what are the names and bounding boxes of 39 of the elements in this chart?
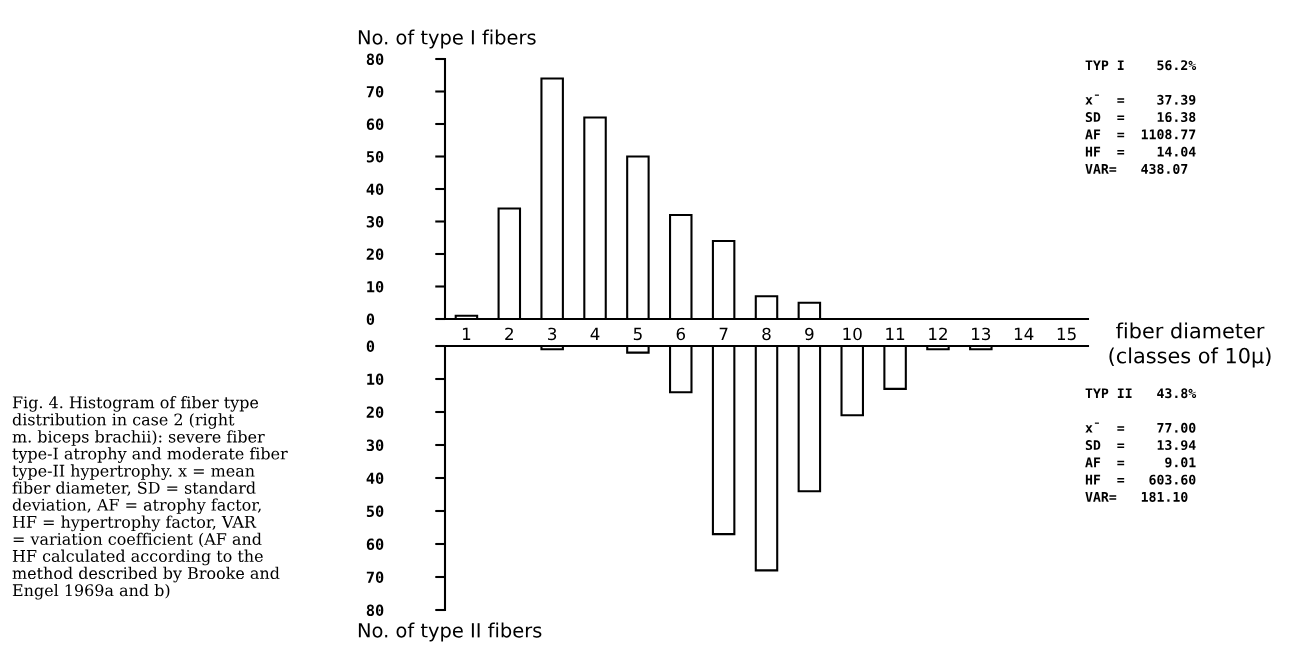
x-tick-label: 9 [805,327,814,341]
y-tick-label: 30 [366,215,384,228]
x-tick-label: 5 [633,327,642,341]
y-tick-label: 60 [366,118,384,131]
y-tick-label: 70 [366,85,384,98]
y-tick-label: 60 [366,538,384,551]
x-tick-label: 4 [590,327,600,340]
x-tick-label: 6 [676,327,686,341]
y-tick-label: 0 [366,313,375,326]
y-tick-label: 20 [366,406,384,419]
y-tick-label: 10 [367,280,384,293]
x-tick-label: 1 [462,327,471,340]
text: Fig. 4. Histogram of fiber type distribution in case 2 (right m. biceps brachii): severe fiber type-I atrophy and moderate fiber type-II hypertrophy. x = mean fiber diameter, SD = standard deviation, AF = atrophy factor, HF = hypertrophy factor, VAR = variation coefficient (AF and HF calculated according to the method described by Brooke and Engel 1969a and b) [12,396,288,600]
text: TYP I 56.2% x̄ = 37.39 SD = 16.38 AF = 1108.77 HF = 14.04 VAR= 438.07 [1085,60,1197,174]
x-tick-label: 2 [505,327,513,340]
y-tick-label: 10 [367,373,384,386]
x-tick-label: 11 [886,327,905,340]
y-axis-title: No. of type I fibers [358,29,536,49]
x-tick-label: 10 [843,327,862,341]
y-tick-label: 50 [366,150,384,163]
x-tick-label: 14 [1014,327,1034,340]
y-axis-title: No. of type II fibers [358,622,542,642]
x-tick-label: 12 [929,327,947,340]
y-tick-label: 40 [366,472,384,485]
x-axis-title: fiber diameter (classes of 10μ) [1109,322,1271,368]
y-tick-label: 30 [366,439,384,452]
y-tick-label: 50 [366,505,384,518]
x-tick-label: 15 [1057,327,1076,341]
text: TYP II 43.8% x̄ = 77.00 SD = 13.94 AF = 9.01 HF = 603.60 VAR= 181.10 [1085,388,1197,502]
x-tick-label: 3 [548,327,557,341]
y-tick-label: 0 [366,340,375,353]
x-tick-label: 8 [762,327,771,341]
x-tick-label: 7 [719,327,728,340]
y-tick-label: 80 [366,53,384,66]
y-tick-label: 80 [366,604,384,617]
y-tick-label: 20 [366,248,384,261]
y-tick-label: 40 [366,183,384,196]
y-tick-label: 70 [366,571,384,584]
x-tick-label: 13 [972,327,991,341]
